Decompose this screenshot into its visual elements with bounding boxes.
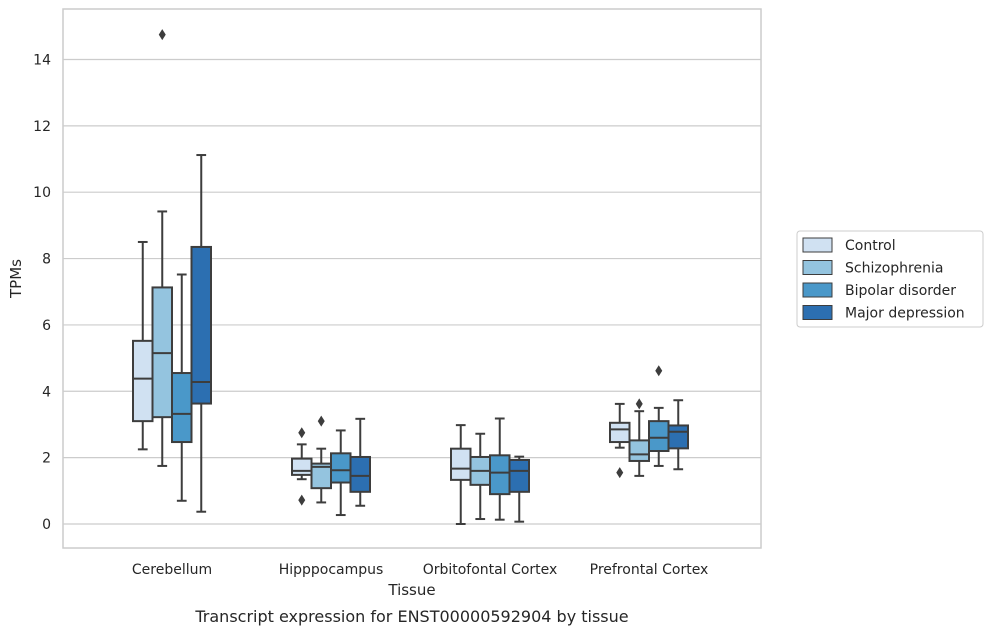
y-tick-labels: 0 2 4 6 8 10 12 14 [33, 52, 51, 533]
y-tick-label-6: 6 [42, 318, 51, 334]
outlier-0 [158, 29, 166, 41]
outlier-0 [635, 398, 643, 410]
box-iqr [190, 245, 212, 405]
box-iqr [667, 424, 689, 450]
box-3-3 [667, 399, 689, 471]
outlier-0 [317, 415, 325, 427]
box-1-3 [349, 417, 371, 507]
box-0-2 [171, 273, 193, 502]
legend-frame [796, 230, 984, 328]
y-tick-label-4: 4 [42, 384, 51, 400]
box-iqr [609, 421, 631, 444]
outlier-1 [298, 494, 306, 506]
x-tick-label-1: Hipppocampus [279, 562, 384, 578]
legend-swatch-0 [802, 237, 833, 253]
legend-label-3: Major depression [845, 306, 965, 322]
plot-area-background [63, 9, 761, 548]
box-0-0 [132, 240, 154, 451]
y-tick-label-14: 14 [33, 52, 51, 68]
box-iqr [489, 454, 511, 496]
box-iqr [171, 372, 193, 444]
outlier-0 [298, 427, 306, 439]
box-iqr [291, 457, 313, 476]
outlier-0 [655, 365, 663, 377]
box-2-3 [508, 455, 530, 523]
box-2-2 [489, 417, 511, 521]
x-tick-label-0: Cerebellum [132, 562, 212, 578]
box-iqr [349, 455, 371, 493]
box-iqr [628, 439, 650, 462]
box-iqr [132, 339, 154, 423]
x-tick-label-2: Orbitofontal Cortex [423, 562, 558, 578]
boxes-group [132, 29, 689, 525]
plot-area-border [62, 8, 762, 549]
box-iqr [450, 447, 472, 481]
x-tick-label-3: Prefrontal Cortex [590, 562, 709, 578]
outlier-0 [616, 467, 624, 479]
legend-swatch-2 [802, 282, 833, 298]
box-iqr [508, 458, 530, 493]
legend-label-0: Control [845, 238, 896, 254]
box-0-3 [190, 154, 212, 513]
box-3-0 [609, 402, 631, 479]
x-axis-label: Tissue [387, 581, 435, 599]
legend: Control Schizophrenia Bipolar disorder Majo… [796, 230, 984, 328]
y-tick-label-12: 12 [33, 119, 51, 135]
box-iqr [648, 420, 670, 453]
legend-swatch-3 [802, 305, 833, 320]
legend-swatch-1 [802, 260, 833, 275]
box-2-1 [469, 432, 491, 521]
y-tick-label-8: 8 [42, 252, 51, 268]
x-tick-labels: Cerebellum Hipppocampus Orbitofontal Corte… [132, 562, 708, 578]
y-tick-label-10: 10 [33, 185, 51, 201]
y-tick-label-2: 2 [42, 451, 51, 467]
box-iqr [330, 452, 352, 484]
legend-label-2: Bipolar disorder [845, 283, 956, 299]
chart-caption: Transcript expression for ENST0000059290… [194, 607, 628, 626]
legend-label-1: Schizophrenia [845, 261, 943, 277]
box-1-0 [291, 427, 313, 506]
y-axis-label: TPMs [7, 259, 25, 299]
box-0-1 [151, 29, 173, 467]
y-tick-label-0: 0 [42, 517, 51, 533]
box-3-2 [648, 365, 670, 467]
